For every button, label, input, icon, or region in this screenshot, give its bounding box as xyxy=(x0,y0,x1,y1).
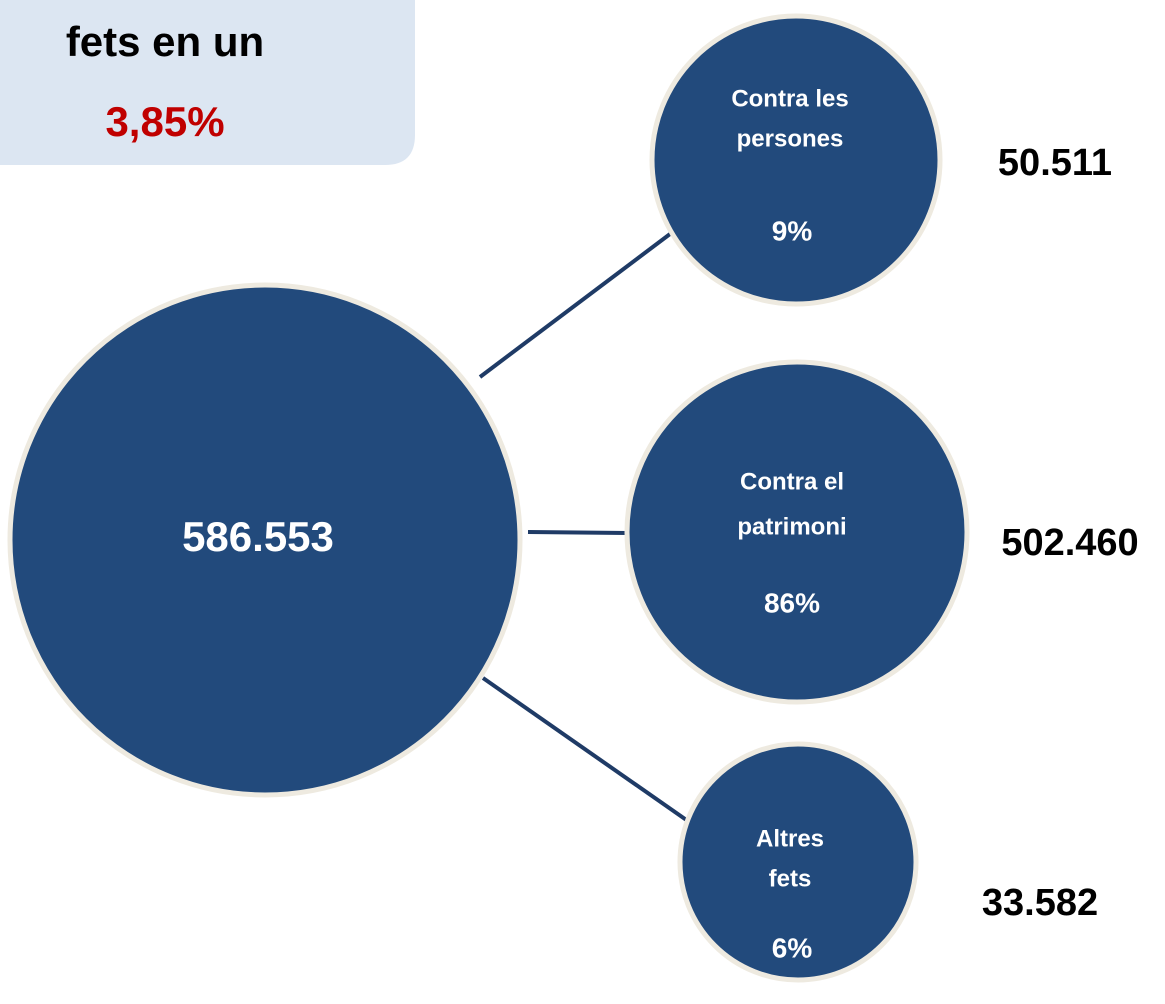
node-count: 502.460 xyxy=(1001,522,1138,564)
node-circle xyxy=(624,359,970,705)
header-box xyxy=(0,0,415,165)
node-count: 50.511 xyxy=(998,142,1112,184)
node-label: Altres xyxy=(756,825,824,852)
node-label: patrimoni xyxy=(737,513,846,540)
node-label: fets xyxy=(769,865,812,892)
connectors xyxy=(478,226,697,828)
header-percent: 3,85% xyxy=(105,98,224,145)
node-label: persones xyxy=(737,125,844,152)
node-percent: 9% xyxy=(772,215,813,246)
node-count: 33.582 xyxy=(982,882,1098,924)
total-label: 586.553 xyxy=(182,513,334,560)
node-label: Contra el xyxy=(740,468,844,495)
connector xyxy=(478,226,680,379)
node-circle xyxy=(677,741,919,983)
node-percent: 86% xyxy=(764,587,820,618)
connector xyxy=(527,530,628,535)
node-circle xyxy=(649,13,943,307)
total-circle xyxy=(7,282,523,798)
node-label: Contra les xyxy=(731,85,848,112)
connector xyxy=(481,676,697,828)
header-line: fets en un xyxy=(66,18,264,65)
node-percent: 6% xyxy=(772,932,813,963)
